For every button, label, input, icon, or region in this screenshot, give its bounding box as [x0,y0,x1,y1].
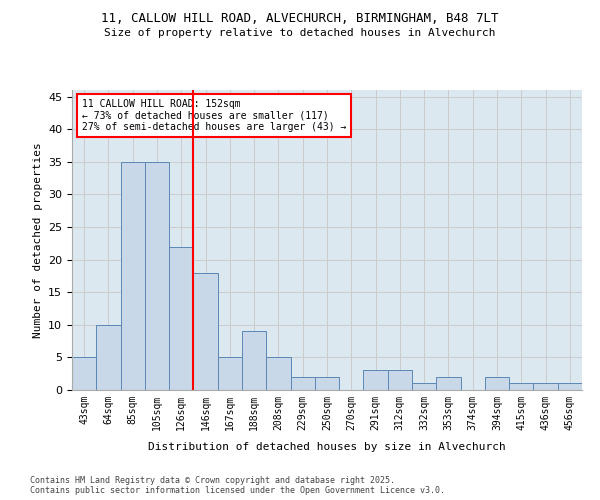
Bar [193,272,218,390]
Bar [72,358,96,390]
Bar [509,384,533,390]
Bar [485,377,509,390]
Bar [558,384,582,390]
Bar [436,377,461,390]
Text: Size of property relative to detached houses in Alvechurch: Size of property relative to detached ho… [104,28,496,38]
Text: Contains HM Land Registry data © Crown copyright and database right 2025.
Contai: Contains HM Land Registry data © Crown c… [30,476,445,495]
Bar [290,377,315,390]
Text: 11 CALLOW HILL ROAD: 152sqm
← 73% of detached houses are smaller (117)
27% of se: 11 CALLOW HILL ROAD: 152sqm ← 73% of det… [82,99,347,132]
Bar [169,246,193,390]
Bar [533,384,558,390]
Text: 11, CALLOW HILL ROAD, ALVECHURCH, BIRMINGHAM, B48 7LT: 11, CALLOW HILL ROAD, ALVECHURCH, BIRMIN… [101,12,499,26]
Bar [121,162,145,390]
Bar [145,162,169,390]
Bar [96,325,121,390]
Bar [364,370,388,390]
Bar [218,358,242,390]
Bar [388,370,412,390]
Y-axis label: Number of detached properties: Number of detached properties [32,142,43,338]
Bar [412,384,436,390]
Text: Distribution of detached houses by size in Alvechurch: Distribution of detached houses by size … [148,442,506,452]
Bar [266,358,290,390]
Bar [242,332,266,390]
Bar [315,377,339,390]
